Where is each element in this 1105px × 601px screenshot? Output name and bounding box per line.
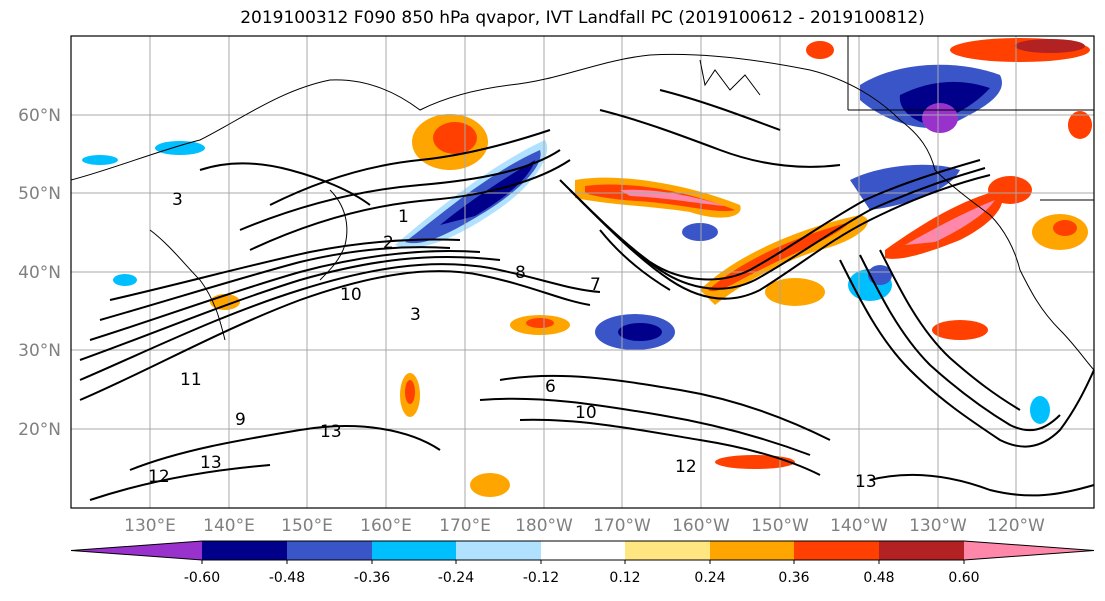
contour-label: 10	[340, 285, 362, 305]
blob-kamchatka-warm	[412, 114, 488, 170]
lat-label: 20°N	[18, 420, 61, 440]
colorbar-segment	[625, 541, 710, 560]
map-frame	[70, 35, 1095, 509]
lon-label: 170°W	[593, 516, 651, 536]
lat-label: 50°N	[18, 184, 61, 204]
contour-label: 12	[675, 457, 697, 477]
colorbar-segments	[70, 540, 1095, 561]
contour-label: 1	[398, 207, 409, 227]
colorbar-tick-label: 0.48	[863, 570, 894, 586]
lon-label: 150°W	[751, 516, 809, 536]
colorbar-tick-label: -0.24	[438, 570, 474, 586]
colorbar-extend-high	[964, 541, 1094, 560]
colorbar-segment	[456, 541, 541, 560]
colorbar-segment	[710, 541, 794, 560]
contour-label: 10	[575, 403, 597, 423]
lon-label: 140°W	[830, 516, 888, 536]
coastlines	[70, 36, 1095, 371]
colorbar-extend-low	[71, 541, 202, 560]
contour-label: 13	[320, 422, 342, 442]
colorbar-tick-label: 0.60	[948, 570, 979, 586]
contour-labels: 1 2 3 3 6 7 8 9 10 10 11 12 12 13 13 13	[148, 190, 877, 492]
colorbar-tick-label: -0.60	[184, 570, 220, 586]
colorbar-segment	[794, 541, 879, 560]
contour-label: 2	[383, 233, 394, 253]
colorbar-tick-label: 0.12	[609, 570, 640, 586]
colorbar-tick-label: 0.24	[694, 570, 725, 586]
contour-label: 7	[590, 275, 601, 295]
contour-label: 3	[172, 190, 183, 210]
lon-label: 150°E	[281, 516, 333, 536]
lon-label: 120°W	[987, 516, 1045, 536]
lat-label: 40°N	[18, 263, 61, 283]
contour-label: 12	[148, 467, 170, 487]
figure-title: 2019100312 F090 850 hPa qvapor, IVT Land…	[240, 8, 925, 28]
colorbar-segment	[372, 541, 456, 560]
lon-label: 170°E	[439, 516, 491, 536]
lat-label: 30°N	[18, 341, 61, 361]
colorbar-tick-label: -0.48	[269, 570, 305, 586]
colorbar-tick-label: -0.36	[354, 570, 390, 586]
contour-label: 11	[180, 370, 202, 390]
colorbar-segment	[202, 541, 287, 560]
latitude-labels: 60°N 50°N 40°N 30°N 20°N	[18, 106, 61, 440]
colorbar-labels: -0.60 -0.48 -0.36 -0.24 -0.12 0.12 0.24 …	[184, 570, 980, 586]
lat-label: 60°N	[18, 106, 61, 126]
lon-label: 160°E	[360, 516, 412, 536]
longitude-labels: 130°E 140°E 150°E 160°E 170°E 180°W 170°…	[124, 516, 1045, 536]
colorbar-ticks	[201, 560, 965, 564]
blob-westcoast-warm	[885, 176, 1088, 259]
colorbar-segment	[879, 541, 964, 560]
lon-label: 130°W	[909, 516, 967, 536]
blob-alaska-warm	[950, 38, 1090, 62]
contour-label: 13	[200, 453, 222, 473]
contour-label: 8	[515, 263, 526, 283]
contour-label: 13	[855, 472, 877, 492]
colorbar-tick-label: 0.36	[778, 570, 809, 586]
colorbar-tick-label: -0.12	[523, 570, 559, 586]
contour-label: 6	[545, 377, 556, 397]
lon-label: 140°E	[203, 516, 255, 536]
blob-subtropic-mixed	[82, 41, 1092, 497]
contour-label: 3	[410, 305, 421, 325]
contour-lines	[79, 89, 1095, 501]
colorbar-segment	[287, 541, 372, 560]
lon-label: 160°W	[672, 516, 730, 536]
contour-label: 9	[235, 410, 246, 430]
lon-label: 180°W	[515, 516, 573, 536]
colorbar-segment	[541, 541, 625, 560]
lon-label: 130°E	[124, 516, 176, 536]
